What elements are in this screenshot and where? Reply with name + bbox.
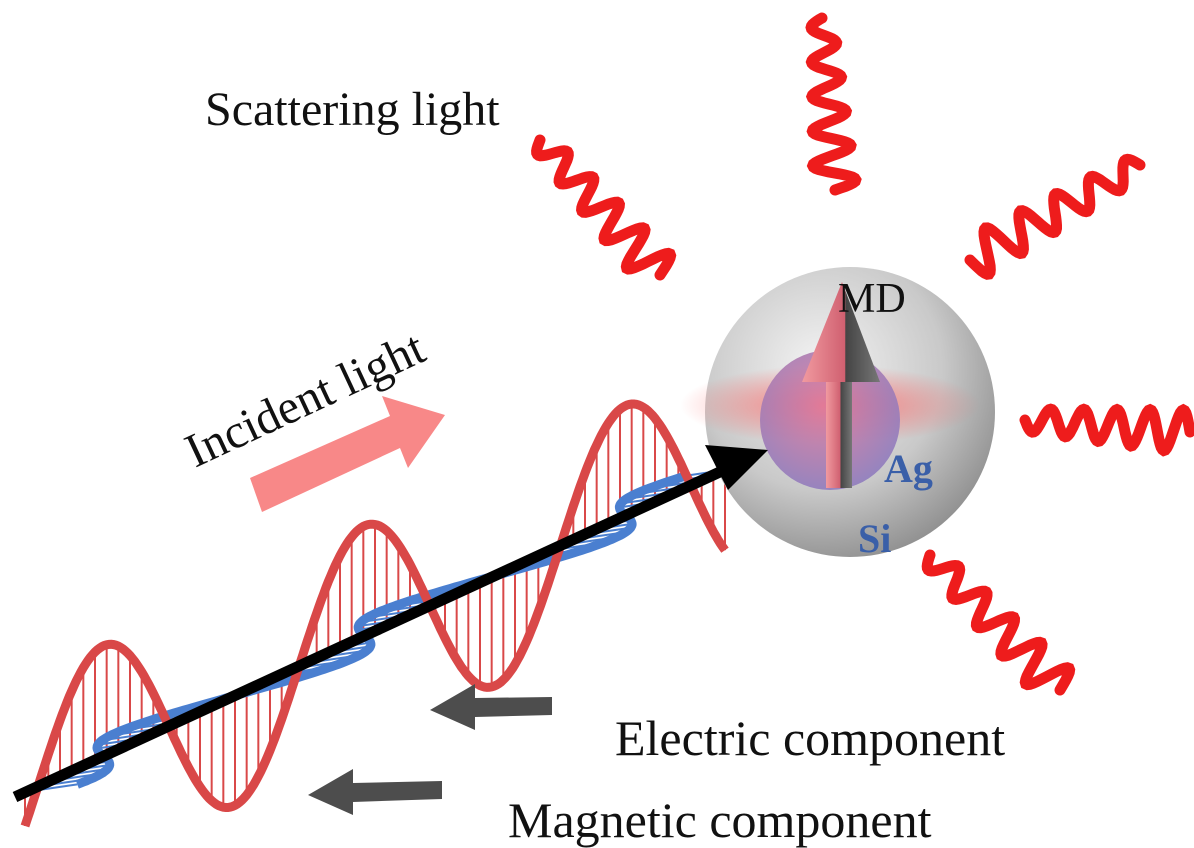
scattering-label: Scattering light xyxy=(205,83,500,136)
electric-label: Electric component xyxy=(615,710,1005,766)
ag-label: Ag xyxy=(884,446,933,491)
scattered-wave xyxy=(811,18,856,190)
diagram: Scattering light Incident light MD Ag Si… xyxy=(0,0,1194,848)
magnetic-pointer xyxy=(308,769,442,815)
md-label: MD xyxy=(838,276,906,322)
magnetic-label: Magnetic component xyxy=(508,792,932,848)
scattered-wave xyxy=(537,140,671,275)
scattered-wave xyxy=(1025,409,1190,450)
page: {"labels": {"scattering": "Scattering li… xyxy=(0,0,1194,848)
scattered-wave xyxy=(927,555,1069,690)
si-label: Si xyxy=(858,516,891,561)
scattered-wave xyxy=(970,159,1140,274)
